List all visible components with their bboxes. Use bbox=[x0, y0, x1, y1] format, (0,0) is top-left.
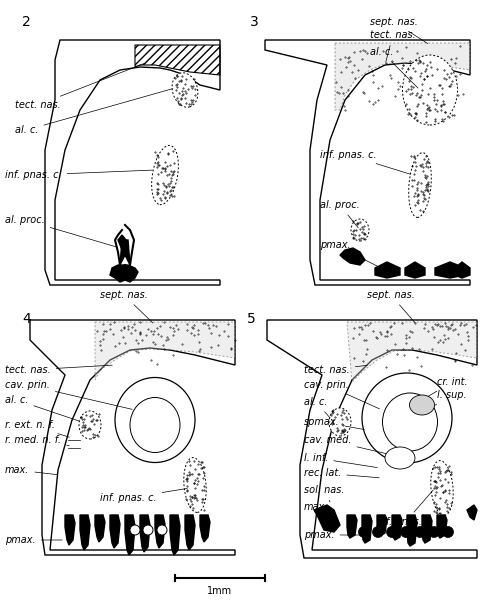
Circle shape bbox=[414, 527, 426, 538]
Circle shape bbox=[372, 527, 384, 538]
Text: spmax.: spmax. bbox=[304, 417, 364, 430]
Ellipse shape bbox=[362, 373, 452, 463]
Ellipse shape bbox=[152, 145, 178, 205]
Polygon shape bbox=[347, 322, 477, 382]
Circle shape bbox=[400, 527, 412, 538]
Polygon shape bbox=[407, 515, 417, 546]
Text: sol. nas.: sol. nas. bbox=[304, 485, 344, 502]
Text: 3: 3 bbox=[250, 15, 259, 29]
Polygon shape bbox=[335, 43, 470, 110]
Text: pmax.: pmax. bbox=[320, 240, 383, 269]
Ellipse shape bbox=[184, 458, 206, 512]
Polygon shape bbox=[95, 322, 235, 380]
Polygon shape bbox=[455, 262, 470, 278]
Text: inf. pnas. c.: inf. pnas. c. bbox=[320, 150, 411, 174]
Text: 4: 4 bbox=[22, 312, 31, 326]
Ellipse shape bbox=[172, 73, 198, 107]
Ellipse shape bbox=[329, 408, 351, 436]
Text: r. med. n. f.: r. med. n. f. bbox=[5, 435, 69, 446]
Text: max.: max. bbox=[304, 502, 328, 512]
Polygon shape bbox=[155, 515, 165, 548]
Text: rec. lat.: rec. lat. bbox=[304, 468, 379, 478]
Polygon shape bbox=[347, 515, 357, 538]
Text: tect. nas.: tect. nas. bbox=[15, 63, 145, 110]
Text: 2: 2 bbox=[22, 15, 31, 29]
Ellipse shape bbox=[130, 397, 180, 452]
Polygon shape bbox=[467, 505, 477, 520]
Polygon shape bbox=[314, 505, 340, 532]
Polygon shape bbox=[120, 240, 130, 265]
Text: tect. nas.: tect. nas. bbox=[370, 30, 416, 62]
Text: pmax.: pmax. bbox=[304, 530, 361, 540]
Polygon shape bbox=[140, 515, 150, 552]
Polygon shape bbox=[95, 515, 105, 542]
Polygon shape bbox=[185, 515, 195, 550]
Polygon shape bbox=[118, 235, 126, 255]
Ellipse shape bbox=[115, 377, 195, 463]
Polygon shape bbox=[200, 515, 210, 542]
Text: cav. med.: cav. med. bbox=[304, 435, 389, 454]
Polygon shape bbox=[125, 515, 135, 555]
Circle shape bbox=[157, 525, 167, 535]
Text: al. c.: al. c. bbox=[5, 395, 79, 421]
Circle shape bbox=[358, 527, 369, 538]
Polygon shape bbox=[435, 262, 465, 278]
Text: max.: max. bbox=[5, 465, 57, 475]
Polygon shape bbox=[375, 262, 400, 278]
Text: 5: 5 bbox=[247, 312, 256, 326]
Text: sept. nas.: sept. nas. bbox=[367, 290, 415, 323]
Circle shape bbox=[143, 525, 153, 535]
Text: r. ext. n. f.: r. ext. n. f. bbox=[5, 420, 70, 437]
Polygon shape bbox=[340, 248, 365, 265]
Polygon shape bbox=[422, 515, 432, 543]
Text: al. proc.: al. proc. bbox=[5, 215, 117, 247]
Polygon shape bbox=[110, 265, 138, 282]
Ellipse shape bbox=[409, 152, 431, 217]
Text: l. inf.: l. inf. bbox=[304, 453, 377, 467]
Text: cr. int.: cr. int. bbox=[425, 377, 468, 398]
Text: al. c.: al. c. bbox=[15, 89, 172, 135]
Polygon shape bbox=[110, 515, 120, 548]
Text: tect. nas.: tect. nas. bbox=[5, 365, 112, 375]
Text: al. c.: al. c. bbox=[304, 397, 330, 418]
Ellipse shape bbox=[383, 393, 438, 451]
Text: cav. prin.: cav. prin. bbox=[304, 380, 380, 409]
Text: inf. pnas. c.: inf. pnas. c. bbox=[100, 488, 187, 503]
Text: inf. pnas. c.: inf. pnas. c. bbox=[377, 490, 434, 527]
Circle shape bbox=[130, 525, 140, 535]
Text: inf. pnas. c.: inf. pnas. c. bbox=[5, 170, 152, 180]
Text: cav. prin.: cav. prin. bbox=[5, 380, 132, 409]
Polygon shape bbox=[392, 515, 402, 540]
Ellipse shape bbox=[431, 461, 453, 515]
Ellipse shape bbox=[410, 395, 435, 415]
Polygon shape bbox=[65, 515, 75, 545]
Ellipse shape bbox=[351, 219, 369, 241]
Circle shape bbox=[428, 527, 440, 538]
Polygon shape bbox=[405, 262, 425, 278]
Text: al. c.: al. c. bbox=[370, 47, 418, 88]
Polygon shape bbox=[80, 515, 90, 550]
Text: l. sup.: l. sup. bbox=[429, 390, 467, 409]
Polygon shape bbox=[362, 515, 372, 543]
Ellipse shape bbox=[385, 447, 415, 469]
Circle shape bbox=[442, 527, 454, 538]
Ellipse shape bbox=[79, 411, 101, 439]
Text: tect. nas.: tect. nas. bbox=[304, 365, 367, 375]
Ellipse shape bbox=[402, 55, 457, 125]
Text: sept. nas.: sept. nas. bbox=[100, 290, 153, 323]
Text: al. proc.: al. proc. bbox=[320, 200, 360, 228]
Text: 1mm: 1mm bbox=[207, 586, 232, 596]
Circle shape bbox=[386, 527, 398, 538]
Text: sept. nas.: sept. nas. bbox=[370, 17, 427, 44]
Polygon shape bbox=[170, 515, 180, 555]
Polygon shape bbox=[437, 515, 447, 538]
Polygon shape bbox=[377, 515, 387, 536]
Text: pmax.: pmax. bbox=[5, 535, 62, 545]
